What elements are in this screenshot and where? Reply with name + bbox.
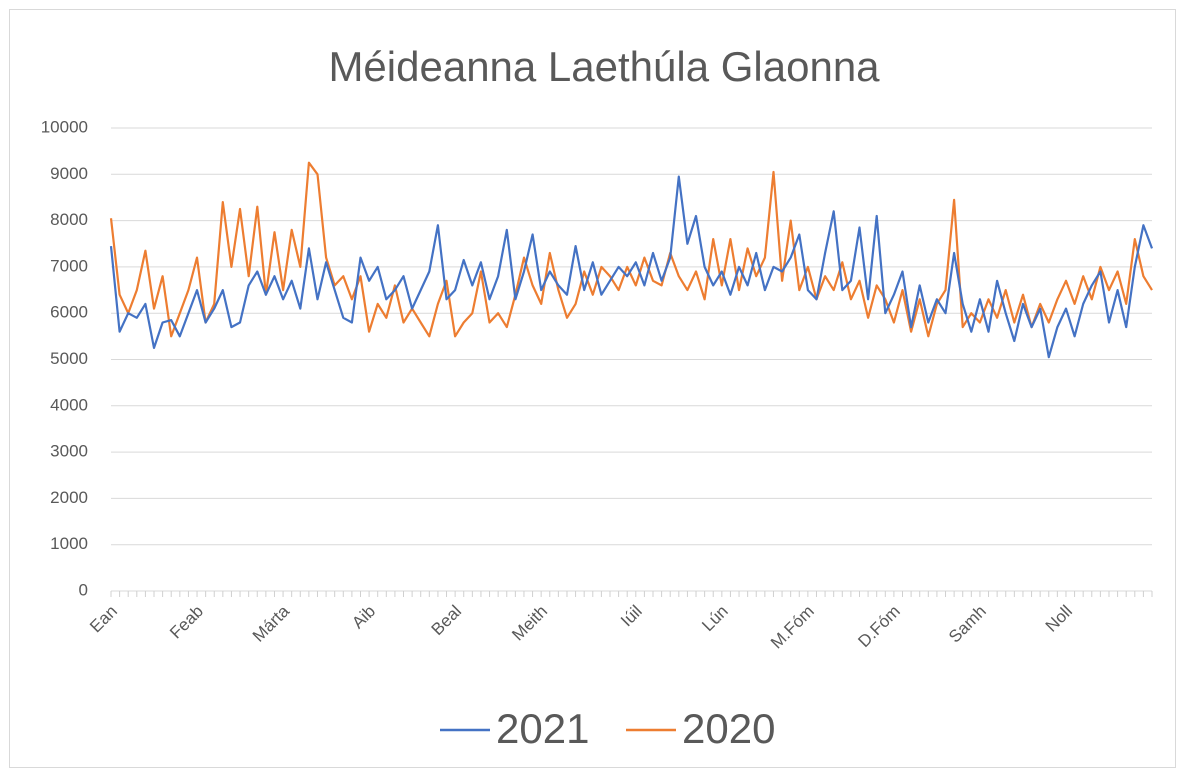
chart-title: Méideanna Laethúla Glaonna bbox=[328, 43, 880, 90]
chart-border bbox=[9, 9, 1176, 768]
series-line bbox=[109, 161, 1153, 338]
legend-label: 2021 bbox=[496, 705, 589, 752]
series-line bbox=[109, 175, 1154, 359]
legend-label: 2020 bbox=[682, 705, 775, 752]
y-tick-label: 4000 bbox=[50, 395, 88, 414]
y-tick-label: 7000 bbox=[50, 256, 88, 275]
y-tick-label: 2000 bbox=[50, 488, 88, 507]
y-tick-label: 0 bbox=[79, 580, 88, 599]
y-tick-label: 9000 bbox=[50, 164, 88, 183]
y-tick-label: 8000 bbox=[50, 210, 88, 229]
y-tick-label: 10000 bbox=[41, 117, 88, 136]
y-tick-label: 1000 bbox=[50, 534, 88, 553]
y-tick-label: 6000 bbox=[50, 303, 88, 322]
y-tick-label: 3000 bbox=[50, 442, 88, 461]
y-tick-label: 5000 bbox=[50, 349, 88, 368]
